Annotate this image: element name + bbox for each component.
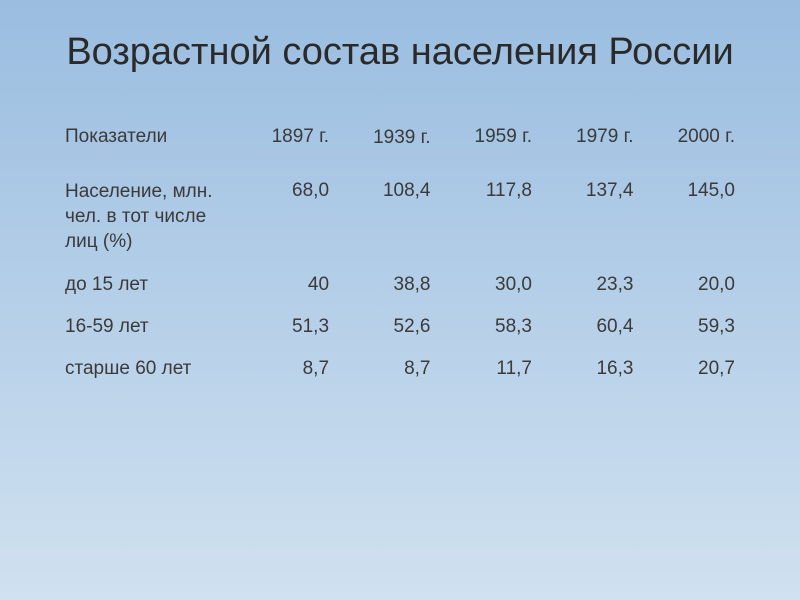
cell-0-0: 68,0 [233,170,334,264]
cell-0-3: 137,4 [537,170,638,264]
cell-1-0: 40 [233,264,334,306]
table-header-row: Показатели 1897 г. 1939 г. 1959 г. 1979 … [60,116,740,171]
cell-3-4: 20,7 [638,348,740,390]
population-table: Показатели 1897 г. 1939 г. 1959 г. 1979 … [60,116,740,391]
cell-0-2: 117,8 [436,170,537,264]
row-label-2: 16-59 лет [60,306,233,348]
cell-0-4: 145,0 [638,170,740,264]
cell-2-1: 52,6 [334,306,435,348]
row-label-3: старше 60 лет [60,348,233,390]
table-row: старше 60 лет 8,7 8,7 11,7 16,3 20,7 [60,348,740,390]
cell-2-2: 58,3 [436,306,537,348]
year-col-0: 1897 г. [233,116,334,171]
table-row: 16-59 лет 51,3 52,6 58,3 60,4 59,3 [60,306,740,348]
table-row: до 15 лет 40 38,8 30,0 23,3 20,0 [60,264,740,306]
cell-1-3: 23,3 [537,264,638,306]
cell-3-3: 16,3 [537,348,638,390]
cell-3-1: 8,7 [334,348,435,390]
cell-1-1: 38,8 [334,264,435,306]
cell-3-2: 11,7 [436,348,537,390]
cell-1-2: 30,0 [436,264,537,306]
row-label-0: Население, млн. чел. в тот числе лиц (%) [60,170,233,264]
cell-2-3: 60,4 [537,306,638,348]
year-col-4: 2000 г. [638,116,740,171]
cell-0-1: 108,4 [334,170,435,264]
year-col-2: 1959 г. [436,116,537,171]
year-col-3: 1979 г. [537,116,638,171]
header-label: Показатели [60,116,233,171]
year-col-1: 1939 г. [334,116,435,171]
cell-2-4: 59,3 [638,306,740,348]
table-row: Население, млн. чел. в тот числе лиц (%)… [60,170,740,264]
cell-3-0: 8,7 [233,348,334,390]
cell-2-0: 51,3 [233,306,334,348]
slide-container: Возрастной состав населения России Показ… [0,0,800,600]
cell-1-4: 20,0 [638,264,740,306]
row-label-1: до 15 лет [60,264,233,306]
slide-title: Возрастной состав населения России [60,30,740,76]
